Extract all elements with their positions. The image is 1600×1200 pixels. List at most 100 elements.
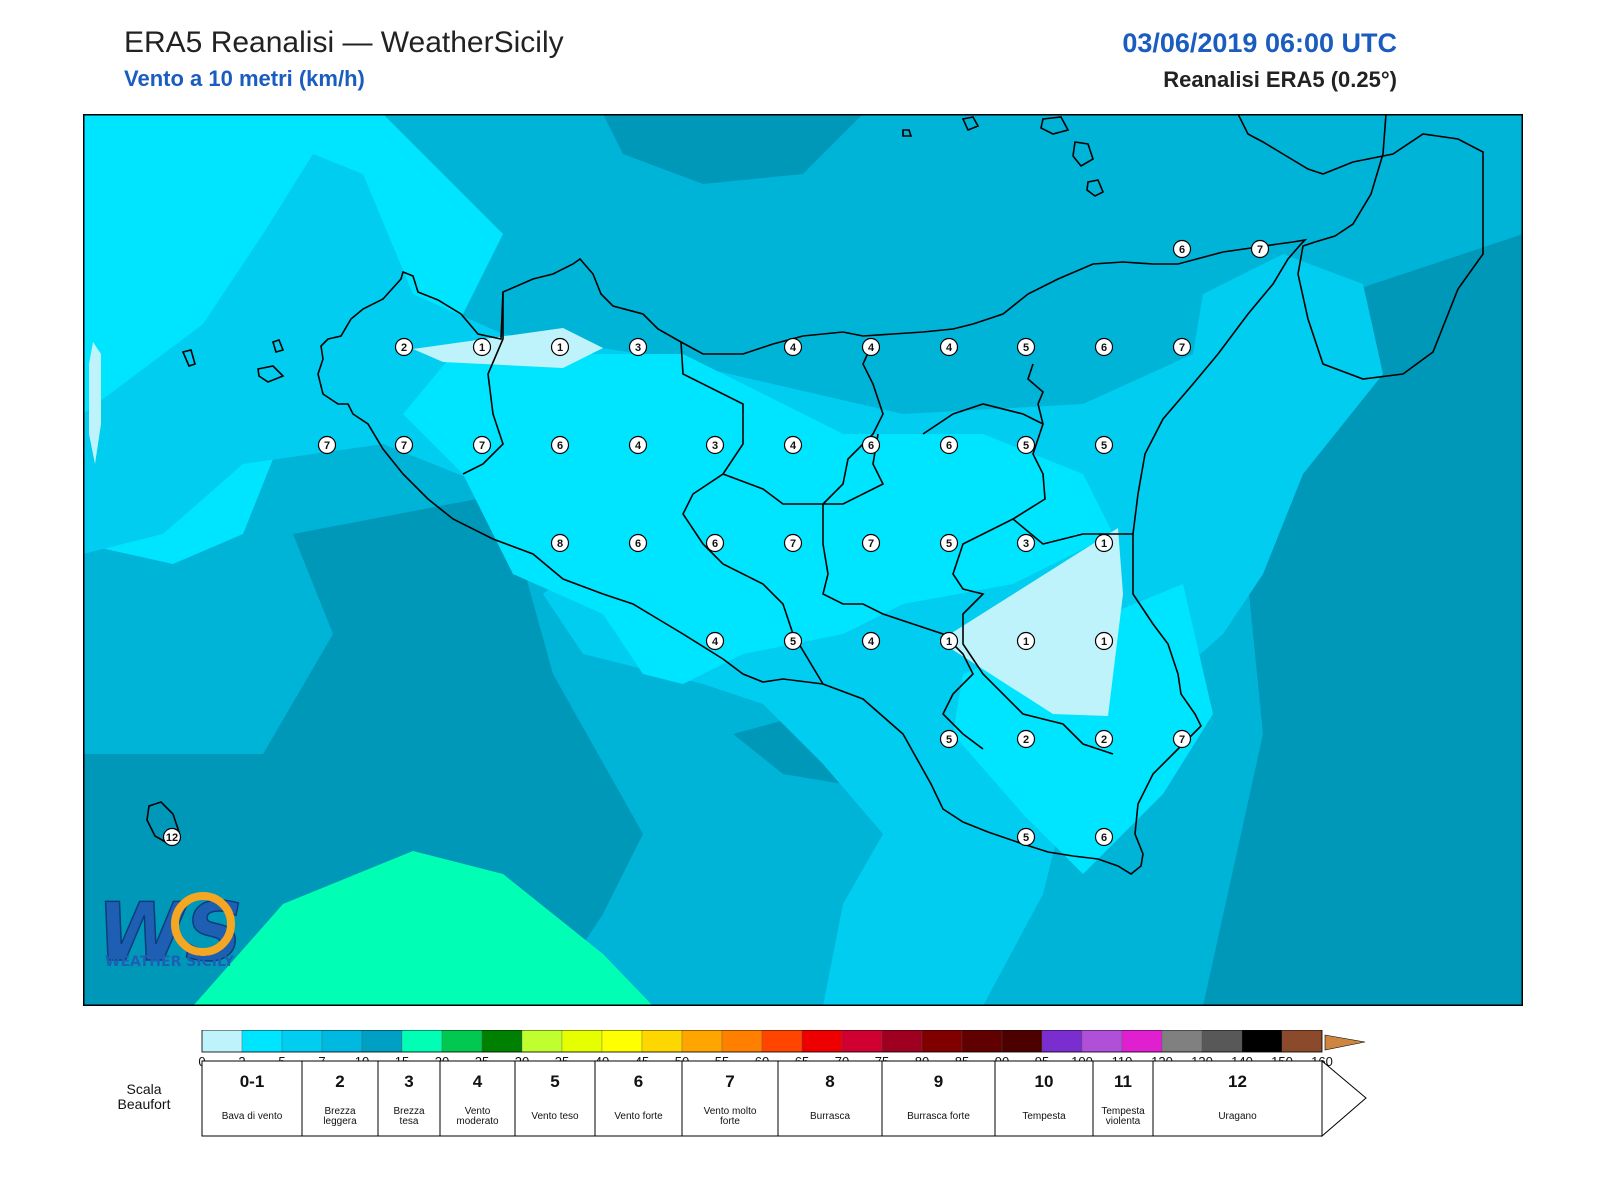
coastlines — [146, 114, 1484, 875]
marker-circle — [939, 435, 959, 455]
colorbar-swatch — [521, 1030, 563, 1053]
marker-circle — [1172, 729, 1192, 749]
marker-value: 6 — [712, 538, 718, 550]
marker-value: 7 — [1179, 734, 1185, 746]
map-frame — [83, 114, 1523, 1006]
marker-value: 5 — [1023, 342, 1029, 354]
marker-circle — [1094, 729, 1114, 749]
colorbar-swatch — [961, 1030, 1003, 1053]
marker-circle — [705, 435, 725, 455]
beaufort-class-number: 6 — [634, 1072, 643, 1091]
beaufort-marker: 2 — [394, 337, 414, 357]
colorbar-swatch — [1241, 1030, 1283, 1053]
marker-value: 12 — [166, 832, 178, 844]
colorbar-swatch — [881, 1030, 923, 1053]
beaufort-marker: 5 — [1094, 435, 1114, 455]
colorbar-swatch — [641, 1030, 683, 1053]
marker-value: 7 — [1179, 342, 1185, 354]
beaufort-class-desc: Brezza — [324, 1106, 356, 1117]
beaufort-class: 12 Uragano — [1152, 1060, 1323, 1137]
marker-value: 5 — [946, 538, 952, 550]
marker-circle — [1016, 631, 1036, 651]
marker-circle — [783, 631, 803, 651]
colorbar-swatch — [241, 1030, 283, 1053]
colorbar-swatch — [1121, 1030, 1163, 1053]
beaufort-class-desc: Burrasca forte — [907, 1111, 970, 1122]
marker-value: 6 — [1179, 244, 1185, 256]
marker-circle — [472, 337, 492, 357]
field-dark-north — [603, 114, 863, 184]
beaufort-class: 0-1 Bava di vento — [201, 1060, 303, 1137]
marker-circle — [861, 533, 881, 553]
beaufort-class-box — [301, 1060, 379, 1137]
beaufort-marker: 7 — [472, 435, 492, 455]
beaufort-marker: 1 — [939, 631, 959, 651]
beaufort-class-box — [881, 1060, 996, 1137]
marker-circle — [939, 631, 959, 651]
wind-map: 2 1 1 3 4 4 4 5 6 7 7 7 7 6 4 3 4 6 6 5 5 8 6 6 7 7 5 3 1 4 5 4 1 1 1 5 2 2 7 5… — [83, 114, 1523, 1006]
colorbar-swatch — [841, 1030, 883, 1053]
valid-datetime: 03/06/2019 06:00 UTC — [1122, 28, 1397, 58]
wind-colorbar — [201, 1030, 1323, 1053]
beaufort-class-box — [994, 1060, 1094, 1137]
beaufort-class-number: 7 — [725, 1072, 734, 1091]
marker-value: 4 — [946, 342, 953, 354]
beaufort-marker: 6 — [550, 435, 570, 455]
field-light-centre — [403, 354, 1113, 684]
beaufort-marker: 5 — [939, 533, 959, 553]
beaufort-marker: 8 — [550, 533, 570, 553]
beaufort-marker: 6 — [705, 533, 725, 553]
beaufort-marker: 6 — [1172, 239, 1192, 259]
beaufort-class: 9 Burrasca forte — [881, 1060, 996, 1137]
beaufort-class-desc: Vento — [465, 1106, 491, 1117]
marker-value: 4 — [790, 440, 797, 452]
marker-circle — [939, 533, 959, 553]
beaufort-marker: 7 — [1172, 337, 1192, 357]
colorbar-swatch — [441, 1030, 483, 1053]
logo-sun — [171, 892, 235, 956]
beaufort-class-desc: Vento molto — [704, 1106, 757, 1117]
colorbar-outline — [201, 1030, 1323, 1053]
beaufort-marker: 1 — [472, 337, 492, 357]
beaufort-marker: 2 — [1094, 729, 1114, 749]
beaufort-marker: 5 — [1016, 435, 1036, 455]
colorbar-swatch — [1201, 1030, 1243, 1053]
field-calm-southeast — [939, 528, 1123, 716]
beaufort-marker: 6 — [1094, 337, 1114, 357]
marker-circle — [162, 827, 182, 847]
marker-circle — [861, 435, 881, 455]
marker-circle — [472, 435, 492, 455]
beaufort-scale-label-2: Beaufort — [118, 1096, 171, 1112]
marker-circle — [550, 533, 570, 553]
marker-value: 1 — [1101, 538, 1107, 550]
legend: 0257101520253035404550556065707580859095… — [118, 1030, 1367, 1138]
marker-circle — [705, 631, 725, 651]
colorbar-swatch — [761, 1030, 803, 1053]
marker-value: 2 — [1023, 734, 1029, 746]
beaufort-class: 10 Tempesta — [994, 1060, 1094, 1137]
beaufort-marker: 1 — [1016, 631, 1036, 651]
beaufort-scale-label-1: Scala — [126, 1081, 161, 1097]
marker-circle — [783, 435, 803, 455]
marker-value: 4 — [868, 342, 875, 354]
beaufort-markers: 2 1 1 3 4 4 4 5 6 7 7 7 7 6 4 3 4 6 6 5 5 8 6 6 7 7 5 3 1 4 5 4 1 1 1 5 2 2 7 5… — [162, 239, 1270, 847]
marker-value: 6 — [1101, 342, 1107, 354]
sicily-coastline — [317, 238, 1308, 875]
marker-value: 1 — [946, 636, 952, 648]
marker-value: 6 — [557, 440, 563, 452]
beaufort-marker: 5 — [1016, 827, 1036, 847]
beaufort-class-desc: forte — [720, 1116, 740, 1127]
colorbar-swatch — [321, 1030, 363, 1053]
map-title: ERA5 Reanalisi — WeatherSicily — [124, 26, 564, 59]
marker-value: 4 — [712, 636, 719, 648]
marker-value: 4 — [635, 440, 642, 452]
beaufort-class-desc: Vento teso — [531, 1111, 579, 1122]
colorbar-swatch — [1081, 1030, 1123, 1053]
marker-value: 5 — [1101, 440, 1107, 452]
marker-value: 6 — [635, 538, 641, 550]
beaufort-marker: 4 — [939, 337, 959, 357]
marker-value: 2 — [401, 342, 407, 354]
marker-value: 1 — [1023, 636, 1029, 648]
map-subtitle: Vento a 10 metri (km/h) — [124, 66, 365, 91]
